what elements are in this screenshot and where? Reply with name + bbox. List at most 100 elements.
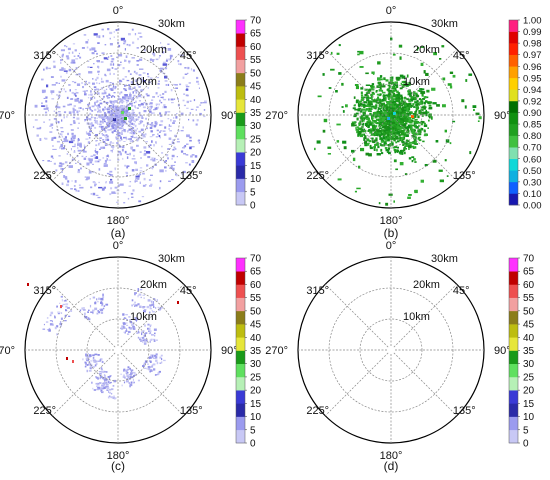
echo-pixel [126, 153, 129, 155]
echo-pixel [382, 104, 385, 106]
echo-pixel [109, 142, 112, 145]
echo-pixel [411, 156, 415, 158]
echo-pixel [90, 155, 93, 157]
echo-pixel [141, 196, 145, 198]
echo-pixel [101, 77, 103, 81]
echo-pixel [90, 125, 93, 128]
echo-pixel [110, 149, 113, 152]
echo-pixel [118, 124, 120, 126]
echo-pixel [83, 34, 87, 36]
echo-pixel [399, 120, 404, 123]
echo-pixel [360, 98, 364, 102]
echo-pixel [386, 88, 389, 91]
echo-pixel [94, 126, 97, 129]
echo-pixel [393, 94, 396, 98]
colorbar-segment [236, 363, 245, 378]
echo-pixel [389, 103, 392, 107]
echo-pixel [416, 121, 420, 124]
echo-pixel [404, 115, 408, 119]
colorbar-tick-label: 0.60 [523, 154, 542, 165]
echo-pixel [376, 141, 379, 144]
echo-pixel [109, 100, 113, 103]
echo-pixel [84, 120, 86, 122]
echo-pixel [115, 115, 119, 117]
colorbar-segment [236, 337, 245, 351]
echo-pixel [86, 364, 89, 366]
echo-pixel [148, 327, 151, 330]
echo-pixel [138, 293, 142, 296]
echo-pixel [133, 86, 136, 89]
echo-pixel [110, 114, 114, 116]
echo-pixel [92, 181, 96, 184]
echo-pixel [70, 148, 72, 151]
echo-pixel [385, 79, 389, 82]
echo-pixel [95, 362, 98, 365]
echo-pixel [182, 76, 185, 79]
echo-pixel [99, 377, 102, 380]
echo-pixel [379, 116, 381, 120]
echo-pixel [131, 88, 134, 90]
echo-pixel [105, 143, 108, 145]
echo-pixel [102, 35, 105, 38]
echo-pixel [398, 101, 402, 105]
echo-pixel [158, 80, 160, 82]
echo-pixel [96, 36, 99, 38]
azimuth-label-45-b: 45° [453, 50, 470, 62]
echo-pixel [111, 127, 115, 129]
echo-pixel [119, 136, 122, 139]
echo-pixel [130, 125, 133, 128]
echo-pixel [106, 385, 109, 388]
echo-pixel [203, 115, 206, 118]
echo-pixel [401, 110, 404, 113]
echo-pixel [403, 81, 407, 84]
echo-pixel [130, 112, 133, 115]
echo-pixel [140, 339, 143, 342]
echo-pixel [145, 102, 148, 106]
echo-pixel [149, 110, 152, 113]
echo-pixel [193, 99, 196, 102]
echo-pixel [379, 118, 383, 121]
echo-pixel [375, 134, 379, 136]
echo-pixel [396, 105, 399, 108]
echo-pixel [370, 121, 374, 125]
echo-pixel [148, 102, 151, 105]
echo-pixel [363, 129, 367, 133]
echo-pixel [399, 116, 402, 119]
echo-pixel [141, 332, 143, 336]
echo-pixel [124, 48, 126, 51]
echo-pixel [404, 109, 409, 112]
echo-pixel [166, 58, 168, 61]
echo-pixel [125, 370, 129, 372]
echo-pixel [85, 357, 88, 360]
colorbar-tick-label: 25 [250, 134, 262, 145]
echo-pixel [121, 138, 123, 141]
echo-pixel [165, 84, 167, 86]
echo-pixel [399, 105, 402, 108]
echo-pixel [369, 123, 372, 125]
echo-pixel [151, 157, 154, 160]
echo-pixel [90, 97, 93, 100]
echo-pixel [141, 336, 145, 339]
echo-pixel [473, 108, 475, 111]
echo-pixel [186, 100, 189, 104]
echo-pixel [121, 123, 124, 126]
colorbar-tick-label: 65 [250, 29, 262, 40]
echo-pixel [116, 121, 119, 123]
echo-pixel [107, 154, 109, 157]
echo-pixel [120, 37, 125, 41]
azimuth-spoke [120, 283, 185, 348]
echo-pixel [110, 60, 114, 63]
echo-pixel [94, 78, 97, 81]
echo-pixel [153, 298, 156, 300]
echo-pixel [99, 102, 103, 105]
echo-pixel [420, 91, 424, 95]
echo-pixel [71, 51, 74, 54]
echo-pixel [43, 97, 46, 99]
azimuth-label-180-b: 180° [380, 215, 403, 227]
echo-pixel [126, 105, 129, 107]
echo-pixel [159, 114, 163, 117]
echo-pixel [112, 87, 115, 90]
echo-pixel [117, 64, 121, 67]
echo-pixel [154, 332, 156, 335]
echo-pixel [154, 298, 156, 301]
